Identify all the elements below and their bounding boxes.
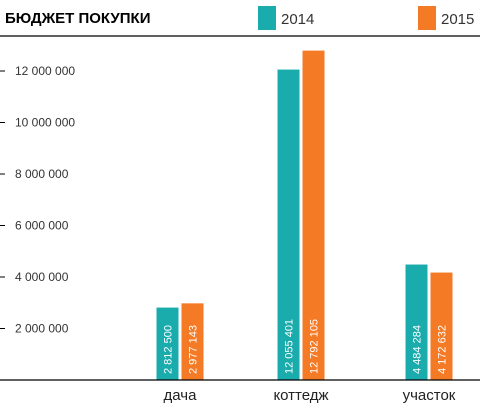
bar-value-label: 4 172 632 (437, 325, 449, 374)
y-tick-label: 10 000 000 (15, 116, 75, 130)
bar-value-label: 12 792 105 (309, 319, 321, 374)
bar-участок-2015 (430, 272, 453, 380)
legend-label-2015: 2015 (441, 11, 474, 28)
legend-swatch-2014 (258, 6, 276, 30)
chart-title: БЮДЖЕТ ПОКУПКИ (5, 10, 150, 27)
bar-коттедж-2014 (277, 69, 300, 380)
legend-swatch-2015 (418, 6, 436, 30)
y-tick-label: 2 000 000 (15, 322, 69, 336)
bar-value-label: 2 812 500 (163, 325, 175, 374)
bar-дача-2014 (156, 307, 179, 380)
category-label: участок (403, 387, 456, 404)
legend-label-2014: 2014 (281, 11, 314, 28)
x-axis-categories: дача коттедж участок (164, 387, 456, 404)
category-label: коттедж (273, 387, 328, 404)
chart-header: БЮДЖЕТ ПОКУПКИ (0, 10, 480, 37)
category-label: дача (164, 387, 198, 404)
bar-коттедж-2015 (302, 50, 325, 380)
bar-участок-2014 (405, 264, 428, 380)
bar-дача-2015 (181, 303, 204, 380)
y-tick-label: 12 000 000 (15, 64, 75, 78)
chart-legend: 2014 2015 (258, 6, 474, 30)
bars: 2 812 500 2 977 143 12 055 401 12 792 105 4 … (156, 50, 453, 380)
bar-value-label: 12 055 401 (284, 319, 296, 374)
y-axis-ticks: 2 000 000 4 000 000 6 000 000 8 000 000 10 0… (0, 64, 75, 336)
bar-value-label: 4 484 284 (412, 325, 424, 374)
y-tick-label: 8 000 000 (15, 167, 69, 181)
y-tick-label: 4 000 000 (15, 270, 69, 284)
y-tick-label: 6 000 000 (15, 219, 69, 233)
bar-value-label: 2 977 143 (188, 325, 200, 374)
